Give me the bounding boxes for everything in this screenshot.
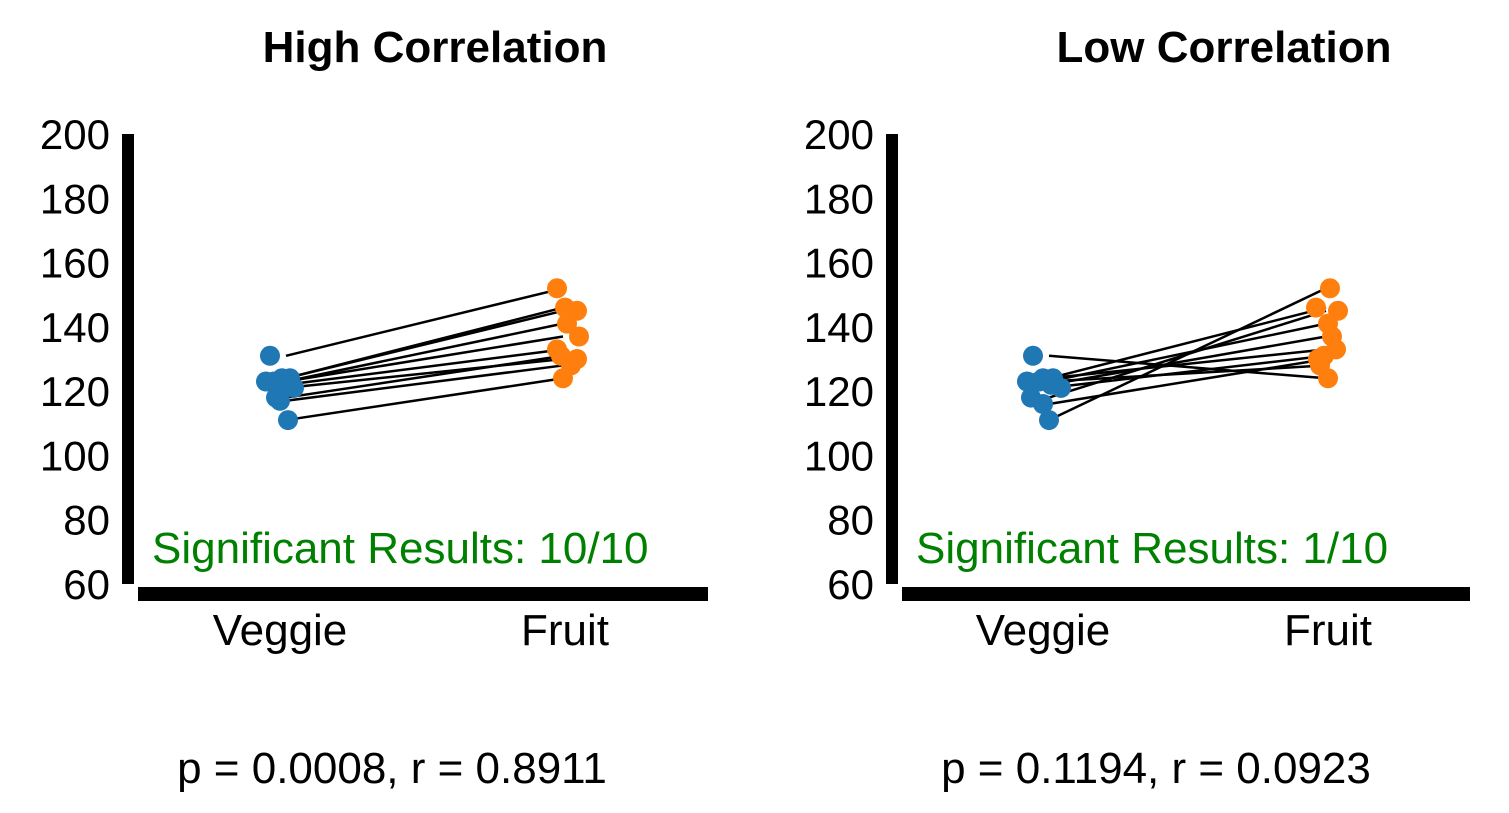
- significance-annotation: Significant Results: 10/10: [152, 524, 649, 573]
- veggie-point: [284, 377, 304, 398]
- chart-title: High Correlation: [263, 23, 608, 72]
- y-tick-label: 80: [827, 497, 874, 544]
- y-tick-label: 100: [804, 432, 874, 479]
- y-tick-label: 160: [804, 240, 874, 287]
- y-tick-label: 60: [63, 561, 110, 608]
- veggie-point: [278, 410, 298, 431]
- pair-line: [285, 287, 564, 358]
- x-tick-label: Fruit: [521, 606, 609, 655]
- fruit-point: [1328, 300, 1348, 321]
- pair-line: [1048, 357, 1327, 406]
- veggie-point: [270, 390, 290, 411]
- veggie-point: [260, 345, 280, 366]
- y-tick-label: 180: [40, 175, 110, 222]
- fruit-point: [557, 313, 577, 334]
- pair-line: [285, 322, 564, 383]
- x-tick-label: Veggie: [213, 606, 348, 655]
- y-tick-label: 180: [804, 175, 874, 222]
- pair-line: [285, 364, 564, 403]
- significance-annotation: Significant Results: 1/10: [916, 524, 1388, 573]
- fruit-point: [553, 368, 573, 389]
- fruit-point: [1308, 349, 1328, 369]
- veggie-point: [1017, 371, 1037, 392]
- veggie-point: [1023, 345, 1043, 366]
- veggie-point: [1033, 394, 1053, 414]
- veggie-point: [256, 371, 276, 392]
- pair-line: [1048, 306, 1327, 380]
- y-tick-label: 60: [827, 561, 874, 608]
- pair-line: [285, 348, 564, 386]
- y-tick-label: 120: [804, 368, 874, 415]
- y-tick-label: 80: [63, 497, 110, 544]
- pair-line: [1048, 322, 1327, 383]
- pair-line: [1048, 354, 1327, 380]
- stats-label: p = 0.0008, r = 0.8911: [177, 744, 607, 793]
- fruit-point: [1320, 278, 1340, 299]
- fruit-point: [1322, 326, 1342, 347]
- pair-line: [1048, 287, 1327, 422]
- chart-title: Low Correlation: [1057, 23, 1392, 72]
- y-tick-label: 140: [40, 304, 110, 351]
- pair-line: [285, 335, 564, 383]
- y-tick-label: 120: [40, 368, 110, 415]
- pair-line: [1048, 348, 1327, 380]
- y-tick-label: 140: [804, 304, 874, 351]
- x-tick-label: Fruit: [1284, 606, 1372, 655]
- pair-line: [285, 354, 564, 399]
- pair-line: [285, 309, 564, 380]
- veggie-point: [1051, 377, 1071, 398]
- y-tick-label: 200: [40, 111, 110, 158]
- fruit-point: [569, 326, 589, 347]
- fruit-point: [1306, 297, 1326, 318]
- pair-line: [1048, 364, 1327, 383]
- x-tick-label: Veggie: [976, 606, 1111, 655]
- veggie-point: [1039, 410, 1059, 431]
- y-tick-label: 160: [40, 240, 110, 287]
- stats-label: p = 0.1194, r = 0.0923: [941, 744, 1371, 793]
- y-tick-label: 200: [804, 111, 874, 158]
- y-tick-label: 100: [40, 432, 110, 479]
- pair-line: [1048, 335, 1327, 386]
- fruit-point: [547, 278, 567, 299]
- pair-line: [285, 377, 564, 422]
